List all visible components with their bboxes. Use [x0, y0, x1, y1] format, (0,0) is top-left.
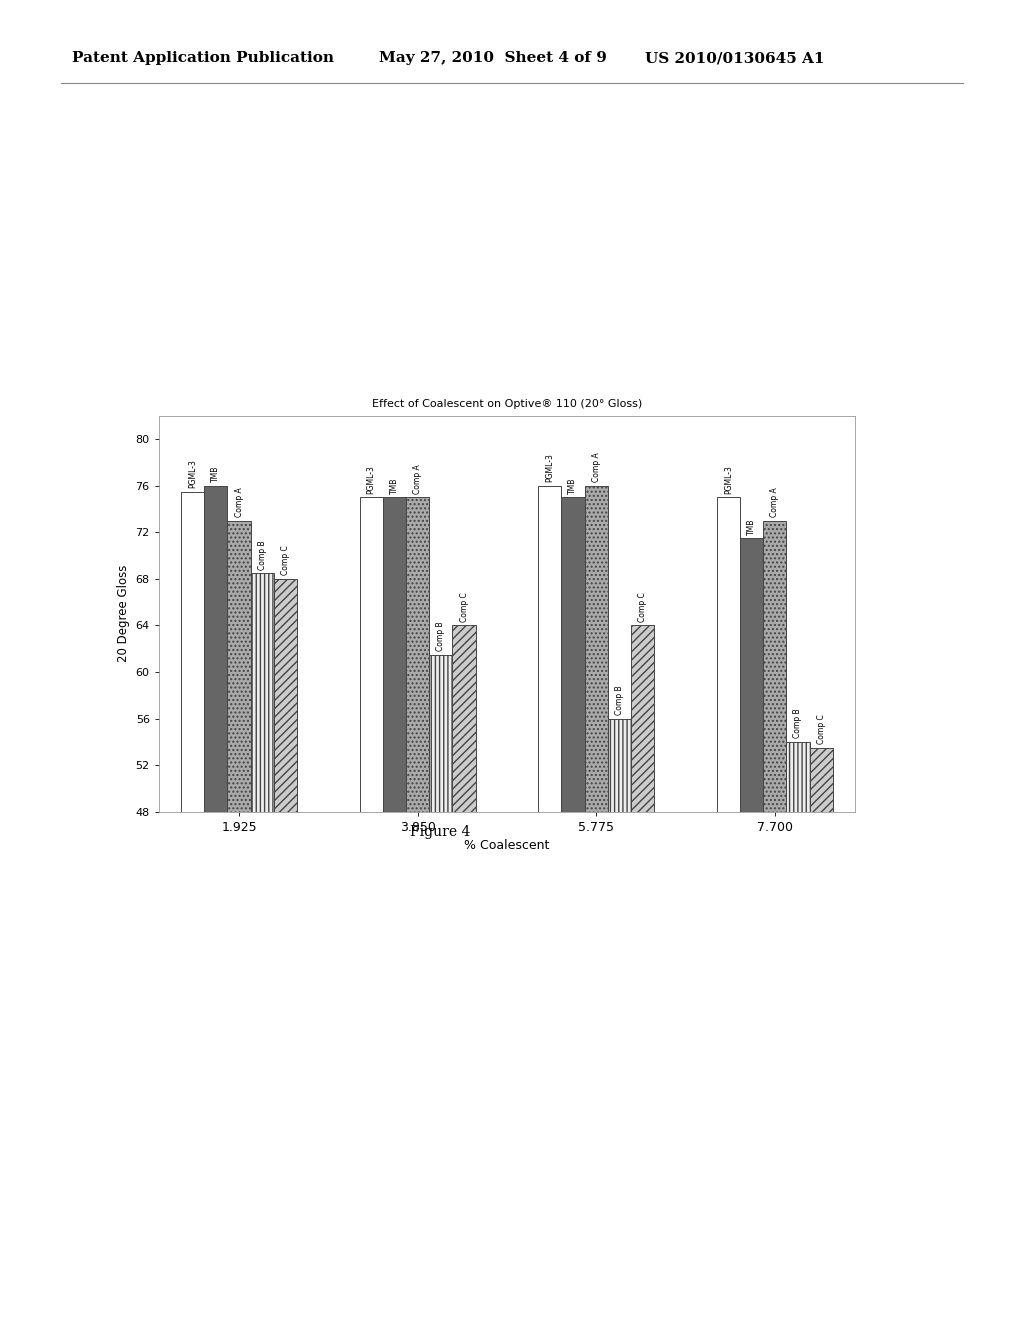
- Bar: [429, 655, 453, 812]
- Text: Comp A: Comp A: [413, 465, 422, 494]
- Bar: [740, 539, 763, 812]
- Text: PGML-3: PGML-3: [724, 465, 733, 494]
- Bar: [453, 626, 475, 812]
- Text: TMB: TMB: [568, 478, 578, 494]
- Bar: [204, 486, 227, 812]
- Bar: [608, 718, 631, 812]
- Bar: [786, 742, 810, 812]
- Text: Comp B: Comp B: [436, 622, 445, 651]
- Text: Comp A: Comp A: [770, 487, 779, 517]
- Text: TMB: TMB: [211, 466, 220, 482]
- Bar: [717, 498, 740, 812]
- Text: TMB: TMB: [746, 519, 756, 535]
- Text: Comp A: Comp A: [234, 487, 244, 517]
- Bar: [227, 520, 251, 812]
- Text: Comp C: Comp C: [638, 593, 647, 622]
- Title: Effect of Coalescent on Optive® 110 (20° Gloss): Effect of Coalescent on Optive® 110 (20°…: [372, 400, 642, 409]
- Bar: [406, 498, 429, 812]
- Text: Comp B: Comp B: [614, 685, 624, 715]
- Text: TMB: TMB: [390, 478, 399, 494]
- Text: PGML-3: PGML-3: [188, 459, 198, 488]
- Text: Comp C: Comp C: [281, 545, 290, 576]
- Bar: [359, 498, 383, 812]
- Bar: [810, 747, 833, 812]
- Y-axis label: 20 Degree Gloss: 20 Degree Gloss: [117, 565, 130, 663]
- Text: US 2010/0130645 A1: US 2010/0130645 A1: [645, 51, 824, 65]
- Bar: [539, 486, 561, 812]
- Bar: [383, 498, 406, 812]
- Bar: [631, 626, 654, 812]
- Text: Comp B: Comp B: [258, 540, 267, 569]
- Bar: [273, 579, 297, 812]
- Text: PGML-3: PGML-3: [367, 465, 376, 494]
- Text: Figure 4: Figure 4: [411, 825, 470, 838]
- Text: Comp A: Comp A: [592, 453, 601, 482]
- Bar: [181, 491, 204, 812]
- Text: May 27, 2010  Sheet 4 of 9: May 27, 2010 Sheet 4 of 9: [379, 51, 607, 65]
- Text: PGML-3: PGML-3: [545, 453, 554, 482]
- Bar: [561, 498, 585, 812]
- Text: Patent Application Publication: Patent Application Publication: [72, 51, 334, 65]
- Text: Comp B: Comp B: [794, 709, 803, 738]
- X-axis label: % Coalescent: % Coalescent: [464, 840, 550, 853]
- Text: Comp C: Comp C: [816, 714, 825, 744]
- Bar: [763, 520, 786, 812]
- Bar: [251, 573, 273, 812]
- Bar: [585, 486, 608, 812]
- Text: Comp C: Comp C: [460, 593, 469, 622]
